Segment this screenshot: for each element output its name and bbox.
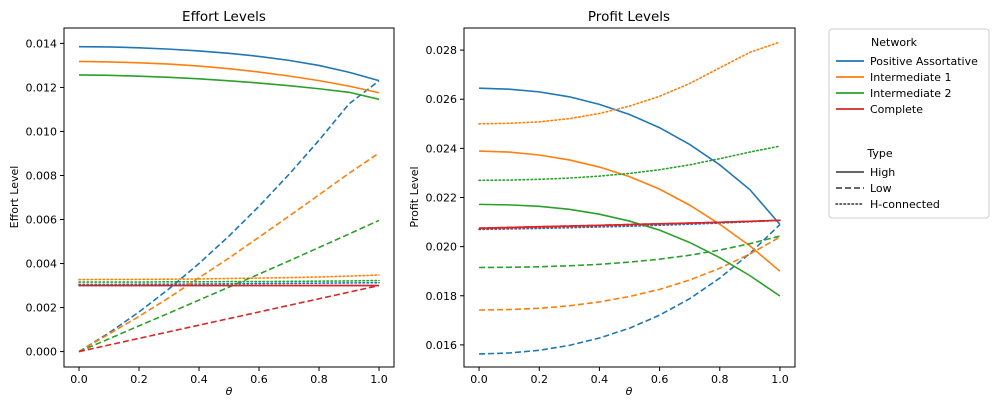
legend-type-entries: High Low H-connected — [835, 166, 940, 211]
profit-x-tick-label: 0.8 — [711, 373, 729, 386]
effort-series-intermediate-1-h-connected — [78, 274, 380, 281]
legend-label-intermediate-1: Intermediate 1 — [870, 71, 951, 84]
effort-x-tick-label: 0.8 — [310, 373, 328, 386]
profit-y-tick-label: 0.018 — [426, 290, 458, 303]
effort-levels-panel: Effort Levels 0.0 0.2 0.4 0.6 0.8 1.00.0000.0… — [8, 9, 395, 398]
legend: Network Positive Assortative Intermediate… — [828, 28, 990, 219]
effort-plot-area — [78, 45, 380, 353]
profit-axes-frame — [463, 27, 796, 368]
profit-series-intermediate-2-low — [479, 235, 781, 269]
effort-y-tick-label: 0.008 — [26, 169, 58, 182]
effort-series-intermediate-2-low — [78, 219, 380, 353]
profit-y-tick-label: 0.022 — [426, 192, 458, 205]
legend-label-h-connected: H-connected — [870, 198, 940, 211]
effort-y-axis-label: Effort Level — [8, 166, 21, 229]
legend-label-complete: Complete — [870, 103, 923, 116]
legend-frame — [828, 28, 990, 219]
effort-y-tick-label: 0.004 — [26, 258, 58, 271]
profit-y-tick-label: 0.028 — [426, 44, 458, 57]
effort-series-positive-assortative-low — [78, 80, 380, 353]
profit-x-tick-label: 0.0 — [470, 373, 488, 386]
profit-x-axis-label: θ — [626, 385, 633, 398]
effort-axes-frame — [63, 27, 395, 368]
effort-x-tick-label: 0.6 — [250, 373, 268, 386]
profit-series-intermediate-1-high — [479, 150, 781, 272]
profit-plot-area — [478, 41, 781, 355]
effort-series-complete-low — [78, 284, 380, 353]
profit-series-intermediate-1-h-connected — [478, 41, 781, 125]
profit-chart-title: Profit Levels — [588, 9, 670, 25]
profit-x-tick-label: 0.2 — [530, 373, 548, 386]
profit-levels-panel: Profit Levels 0.0 0.2 0.4 0.6 0.8 1.00.0160.0… — [408, 9, 796, 398]
profit-axis-ticks: 0.0 0.2 0.4 0.6 0.8 1.0 0.016 0.018 0.020 0.022 0.… — [426, 44, 789, 386]
effort-x-tick-label: 0.0 — [70, 373, 88, 386]
legend-label-positive-assortative: Positive Assortative — [870, 55, 978, 68]
effort-series-intermediate-1-high — [78, 60, 380, 94]
effort-x-tick-label: 1.0 — [370, 373, 388, 386]
legend-label-high: High — [870, 166, 895, 179]
effort-y-tick-label: 0.006 — [26, 214, 58, 227]
profit-y-tick-label: 0.024 — [426, 142, 458, 155]
profit-series-intermediate-2-high — [479, 203, 781, 297]
profit-y-tick-label: 0.026 — [426, 93, 458, 106]
effort-series-positive-assortative-high — [78, 45, 380, 82]
profit-series-complete-h-connected — [478, 219, 781, 230]
profit-x-tick-label: 1.0 — [771, 373, 789, 386]
profit-y-axis-label: Profit Level — [408, 166, 421, 227]
effort-series-intermediate-2-h-connected — [78, 279, 380, 283]
effort-x-tick-label: 0.2 — [130, 373, 148, 386]
legend-label-intermediate-2: Intermediate 2 — [870, 87, 951, 100]
effort-y-tick-label: 0.002 — [26, 302, 58, 315]
effort-series-positive-assortative-h-connected — [78, 281, 380, 286]
effort-y-tick-label: 0.014 — [26, 37, 58, 50]
profit-series-positive-assortative-low — [479, 223, 781, 355]
profit-series-positive-assortative-h-connected — [478, 219, 781, 231]
effort-axis-ticks: 0.0 0.2 0.4 0.6 0.8 1.0 0.000 0.002 0.004 0.006 0.… — [26, 37, 388, 386]
effort-y-tick-label: 0.010 — [26, 125, 58, 138]
effort-series-intermediate-1-low — [78, 152, 380, 353]
legend-network-entries: Positive Assortative Intermediate 1 Interm… — [836, 55, 978, 116]
profit-series-positive-assortative-high — [479, 87, 781, 226]
effort-y-tick-label: 0.012 — [26, 81, 58, 94]
profit-x-tick-label: 0.4 — [591, 373, 609, 386]
profit-series-complete-low — [479, 219, 780, 230]
legend-label-low: Low — [870, 182, 892, 195]
effort-x-axis-label: θ — [226, 385, 233, 398]
effort-y-tick-label: 0.000 — [26, 346, 58, 359]
profit-series-intermediate-2-h-connected — [478, 145, 781, 182]
effort-series-intermediate-2-high — [78, 74, 380, 101]
legend-network-title: Network — [871, 36, 918, 49]
profit-y-tick-label: 0.020 — [426, 241, 458, 254]
legend-type-title: Type — [866, 147, 892, 160]
profit-series-intermediate-1-low — [479, 236, 781, 311]
profit-y-tick-label: 0.016 — [426, 339, 458, 352]
effort-chart-title: Effort Levels — [182, 9, 266, 25]
profit-x-tick-label: 0.6 — [651, 373, 669, 386]
effort-x-tick-label: 0.4 — [190, 373, 208, 386]
